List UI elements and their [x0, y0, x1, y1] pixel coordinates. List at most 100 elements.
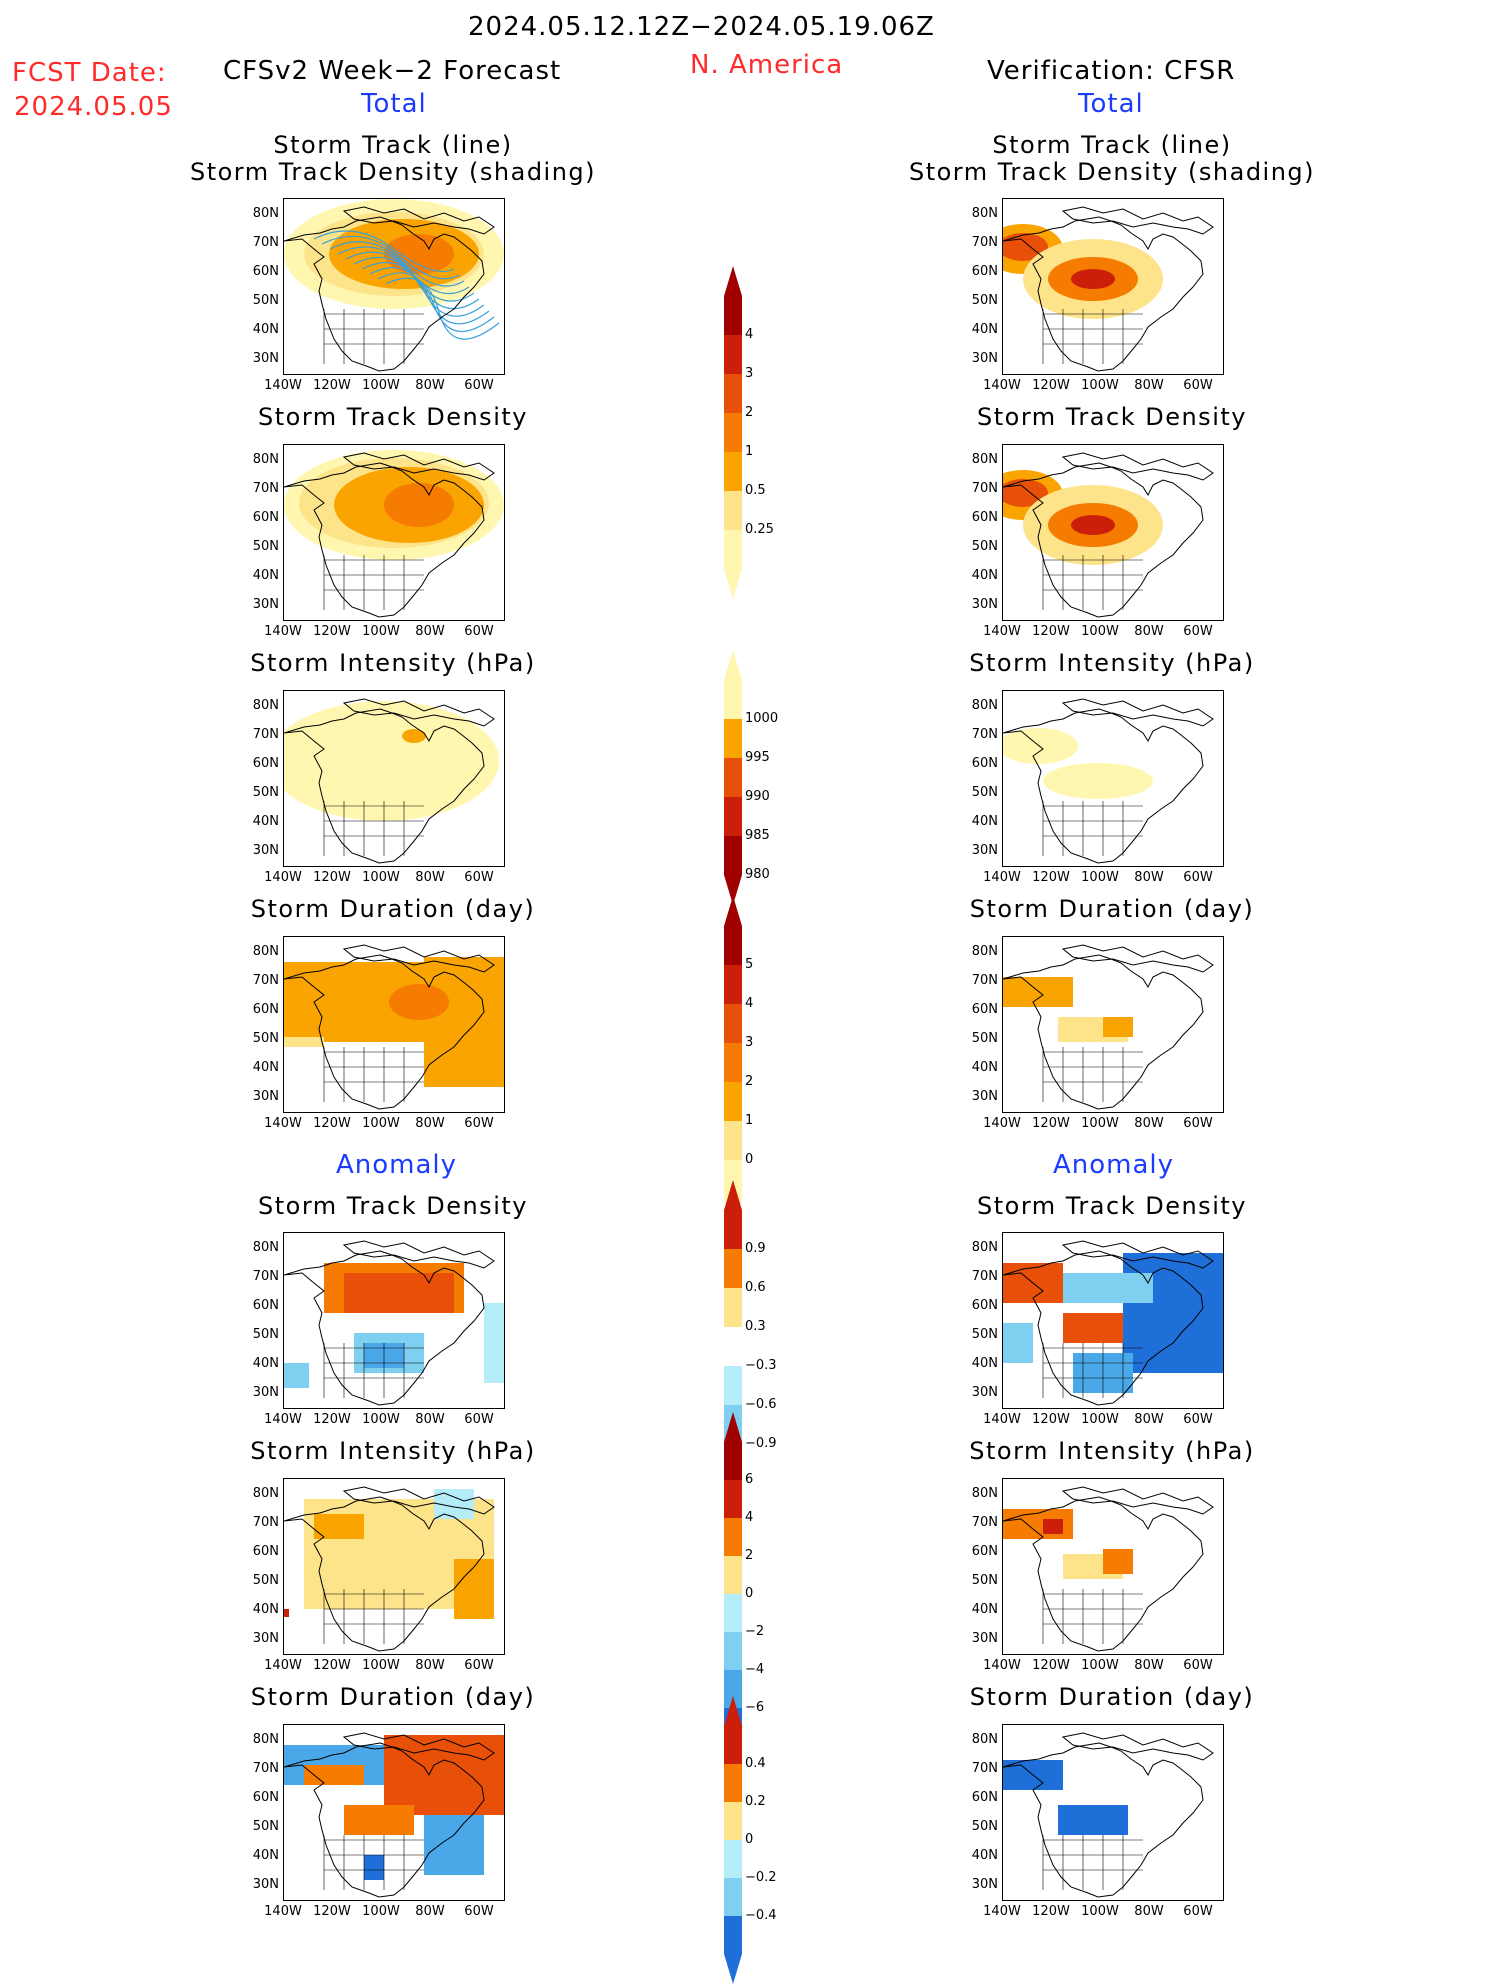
colorbar-label: 1	[745, 444, 754, 459]
lon-tick: 80W	[1134, 870, 1164, 885]
lat-tick: 60N	[971, 1298, 998, 1313]
lat-tick: 30N	[971, 597, 998, 612]
lon-tick: 120W	[1032, 870, 1070, 885]
map-shading	[1003, 944, 1214, 1110]
lat-tick: 70N	[252, 1761, 279, 1776]
lat-tick: 70N	[971, 1515, 998, 1530]
lat-tick: 40N	[971, 1602, 998, 1617]
colorbar-intensity-total	[723, 650, 743, 909]
map-shading	[284, 1732, 504, 1898]
lon-tick: 80W	[415, 624, 445, 639]
colorbar-label: 2	[745, 1074, 754, 1089]
date-range: 2024.05.12.12Z−2024.05.19.06Z	[468, 12, 935, 42]
lon-tick: 60W	[1183, 870, 1213, 885]
lat-tick: 50N	[252, 785, 279, 800]
lon-tick: 60W	[1183, 1412, 1213, 1427]
left-anom-duration-title: Storm Duration (day)	[250, 1683, 536, 1711]
lon-tick: 140W	[983, 1658, 1021, 1673]
lon-tick: 100W	[1081, 1904, 1119, 1919]
lon-tick: 100W	[1081, 870, 1119, 885]
lat-tick: 30N	[252, 1877, 279, 1892]
lon-tick: 120W	[313, 1412, 351, 1427]
colorbar-label: 980	[745, 867, 770, 882]
right-map-dens	[1002, 444, 1224, 621]
lon-tick: 100W	[1081, 378, 1119, 393]
lat-tick: 50N	[971, 1819, 998, 1834]
map-shading	[284, 450, 504, 618]
lon-tick: 100W	[1081, 1658, 1119, 1673]
colorbar-label: 990	[745, 789, 770, 804]
colorbar-label: 0	[745, 1586, 754, 1601]
colorbar-label: −4	[745, 1662, 765, 1677]
lat-tick: 30N	[252, 351, 279, 366]
colorbar-label: −0.6	[745, 1397, 777, 1412]
lat-tick: 70N	[971, 727, 998, 742]
lat-tick: 50N	[252, 293, 279, 308]
lat-tick: 80N	[252, 1732, 279, 1747]
lat-tick: 70N	[252, 1269, 279, 1284]
colorbar-density-total	[723, 266, 743, 603]
colorbar-label: −0.9	[745, 1436, 777, 1451]
lon-tick: 120W	[313, 1904, 351, 1919]
lat-tick: 80N	[252, 1240, 279, 1255]
colorbar-label: 4	[745, 327, 754, 342]
colorbar-label: 985	[745, 828, 770, 843]
lon-tick: 140W	[264, 378, 302, 393]
lat-tick: 80N	[252, 1486, 279, 1501]
map-shading	[284, 1486, 495, 1652]
colorbar-duration-total-swatches	[724, 896, 742, 1229]
left-map-dur	[283, 936, 505, 1113]
lat-tick: 50N	[971, 1573, 998, 1588]
lat-tick: 60N	[971, 510, 998, 525]
colorbar-label: 2	[745, 405, 754, 420]
lat-tick: 60N	[252, 1544, 279, 1559]
colorbar-label: 0	[745, 1832, 754, 1847]
lat-tick: 60N	[252, 1002, 279, 1017]
lat-tick: 30N	[971, 843, 998, 858]
lat-tick: 70N	[971, 973, 998, 988]
right-intensity-title: Storm Intensity (hPa)	[969, 649, 1255, 677]
colorbar-label: −0.2	[745, 1870, 777, 1885]
left-column-title: CFSv2 Week−2 Forecast	[223, 56, 562, 86]
colorbar-label: 3	[745, 1035, 754, 1050]
lon-tick: 120W	[1032, 378, 1070, 393]
left-total-label: Total	[361, 89, 427, 119]
left-map-track	[283, 198, 505, 375]
map-shading	[284, 199, 504, 372]
lon-tick: 100W	[362, 1658, 400, 1673]
lon-tick: 100W	[362, 378, 400, 393]
left-anom-intensity-title: Storm Intensity (hPa)	[250, 1437, 536, 1465]
lat-tick: 50N	[971, 1031, 998, 1046]
lon-tick: 140W	[983, 1904, 1021, 1919]
lat-tick: 60N	[971, 756, 998, 771]
colorbar-label: 0.2	[745, 1794, 766, 1809]
lon-tick: 80W	[1134, 378, 1164, 393]
lat-tick: 30N	[252, 1089, 279, 1104]
lat-tick: 80N	[971, 206, 998, 221]
lat-tick: 70N	[971, 1269, 998, 1284]
lat-tick: 40N	[252, 814, 279, 829]
lat-tick: 70N	[971, 1761, 998, 1776]
lat-tick: 70N	[252, 235, 279, 250]
colorbar-label: 6	[745, 1472, 754, 1487]
map-shading	[1003, 206, 1214, 372]
lat-tick: 50N	[252, 1819, 279, 1834]
lat-tick: 50N	[252, 539, 279, 554]
lon-tick: 140W	[983, 378, 1021, 393]
colorbar-label: 2	[745, 1548, 754, 1563]
right-map-adur	[1002, 1724, 1224, 1901]
left-anomaly-label: Anomaly	[336, 1150, 458, 1180]
track-line-title: Storm Track (line)	[273, 131, 513, 159]
lat-tick: 60N	[971, 1544, 998, 1559]
lat-tick: 30N	[252, 597, 279, 612]
lon-tick: 60W	[464, 1904, 494, 1919]
right-map-track	[1002, 198, 1224, 375]
lat-tick: 80N	[252, 698, 279, 713]
lat-tick: 80N	[971, 944, 998, 959]
left-intensity-title: Storm Intensity (hPa)	[250, 649, 536, 677]
lat-tick: 50N	[252, 1573, 279, 1588]
right-anom-duration-title: Storm Duration (day)	[969, 1683, 1255, 1711]
right-map-int	[1002, 690, 1224, 867]
lat-tick: 70N	[252, 481, 279, 496]
lat-tick: 70N	[971, 235, 998, 250]
